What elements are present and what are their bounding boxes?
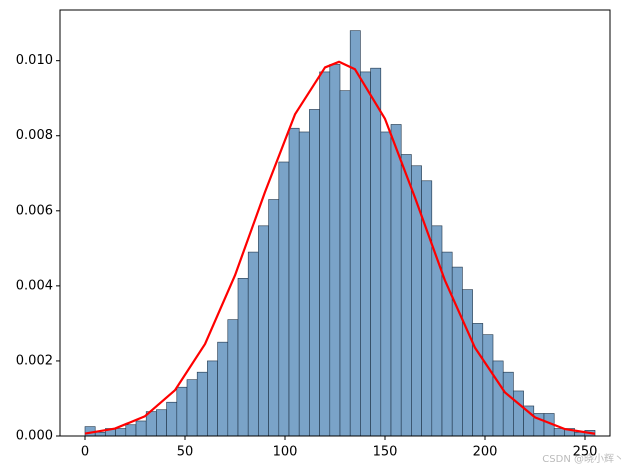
bar: [513, 390, 524, 437]
bar: [451, 266, 463, 437]
y-tick-label: 0.006: [16, 203, 53, 218]
y-tick-label: 0.010: [16, 53, 53, 68]
bar: [94, 431, 106, 437]
bar: [227, 319, 239, 437]
bar: [553, 428, 565, 437]
x-tick-label: 150: [373, 445, 398, 460]
bar: [492, 360, 504, 437]
bar: [370, 67, 382, 437]
bar: [298, 131, 310, 437]
bar: [462, 289, 473, 437]
bar: [268, 199, 280, 437]
bar: [217, 341, 229, 437]
y-tick-label: 0.000: [16, 429, 53, 444]
bar: [288, 127, 300, 437]
y-tick-label: 0.004: [16, 278, 53, 293]
bar: [207, 360, 218, 437]
bar: [115, 428, 127, 437]
bar: [411, 165, 422, 437]
x-tick-label: 100: [273, 445, 298, 460]
bar: [135, 420, 147, 437]
bar: [502, 371, 514, 437]
bar: [156, 409, 167, 437]
bar: [329, 64, 341, 437]
plot-frame: [59, 9, 611, 437]
bar: [176, 386, 188, 437]
bar: [390, 124, 402, 437]
fit-curve: [84, 60, 596, 435]
y-tick-label: 0.008: [16, 128, 53, 143]
bar: [258, 225, 269, 437]
x-tick-label: 50: [177, 445, 194, 460]
bar: [400, 154, 412, 437]
bar: [339, 90, 351, 437]
bar: [472, 323, 484, 437]
bar: [278, 161, 290, 437]
bar: [319, 71, 331, 437]
x-tick-label: 0: [81, 445, 89, 460]
bar: [186, 379, 198, 437]
bar: [196, 371, 208, 437]
y-tick-label: 0.002: [16, 353, 53, 368]
bar: [380, 131, 392, 437]
x-tick-label: 200: [473, 445, 498, 460]
bar: [247, 251, 259, 437]
bar: [237, 278, 249, 437]
bar: [166, 401, 178, 437]
bar: [360, 71, 371, 437]
bar: [349, 30, 361, 437]
bar: [125, 424, 137, 437]
watermark: CSDN @晓小辉丶: [542, 453, 624, 465]
bar: [309, 109, 320, 437]
x-tick-label: 250: [573, 445, 598, 460]
bar: [482, 334, 494, 437]
